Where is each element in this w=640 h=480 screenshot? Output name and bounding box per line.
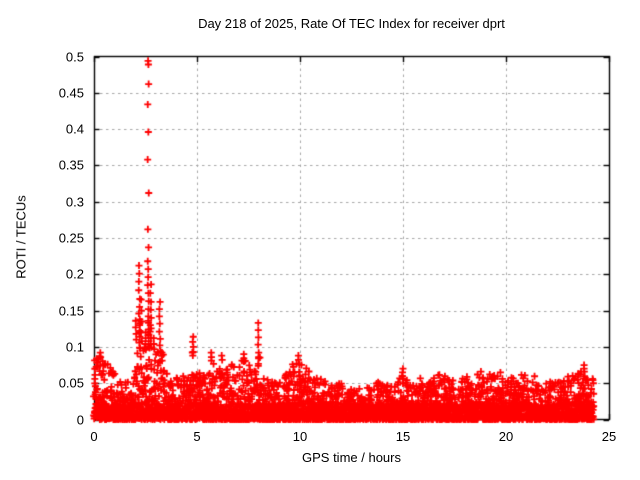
x-tick-label: 15 bbox=[395, 429, 411, 444]
y-tick-label: 0.1 bbox=[65, 339, 84, 355]
y-tick-label: 0.05 bbox=[58, 375, 84, 391]
y-tick-label: 0.3 bbox=[65, 194, 84, 210]
x-axis-label: GPS time / hours bbox=[302, 450, 401, 465]
y-tick-label: 0 bbox=[76, 412, 84, 427]
y-tick-label: 0.2 bbox=[65, 266, 84, 282]
y-tick-label: 0.45 bbox=[58, 85, 84, 101]
y-tick-label: 0.35 bbox=[58, 157, 84, 173]
y-tick-label: 0.5 bbox=[65, 49, 84, 64]
x-tick-label: 0 bbox=[90, 429, 98, 444]
chart-title: Day 218 of 2025, Rate Of TEC Index for r… bbox=[198, 16, 505, 31]
y-tick-label: 0.4 bbox=[65, 121, 84, 137]
x-tick-label: 10 bbox=[292, 429, 308, 444]
y-tick-label: 0.25 bbox=[58, 230, 84, 246]
x-tick-label: 20 bbox=[498, 429, 514, 444]
y-tick-label: 0.15 bbox=[58, 303, 84, 319]
x-tick-label: 25 bbox=[601, 429, 617, 444]
y-axis-label: ROTI / TECUs bbox=[13, 195, 29, 279]
x-tick-label: 5 bbox=[193, 429, 201, 444]
